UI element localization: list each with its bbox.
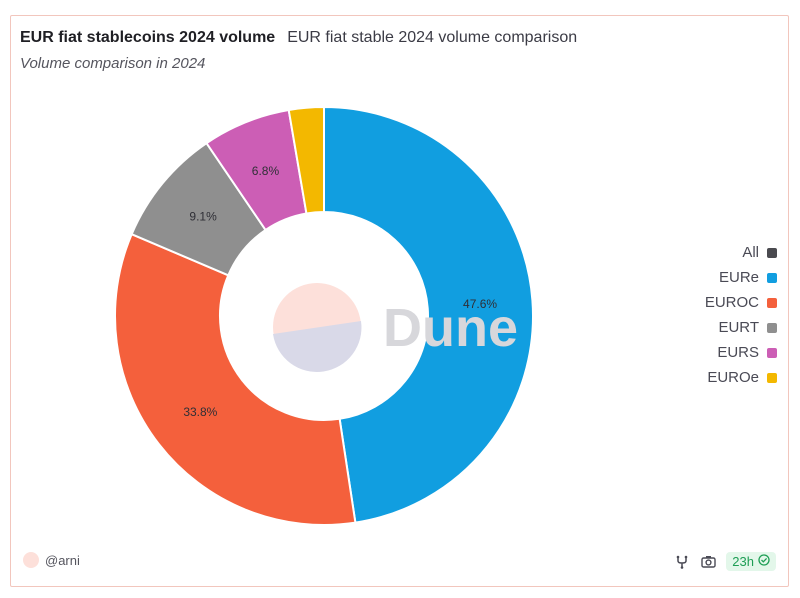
slice-euroe[interactable] (287, 105, 325, 215)
legend-swatch (767, 347, 777, 358)
legend-item-euroe[interactable]: EUROe (687, 365, 777, 390)
data-label-euroc: 33.8% (183, 405, 217, 419)
legend-label: EURe (718, 269, 759, 286)
chart-title: EUR fiat stablecoins 2024 volume (20, 29, 276, 46)
refresh-age: 23h (732, 554, 754, 569)
author-name[interactable]: @arni (45, 552, 80, 568)
chart-header: EUR fiat stablecoins 2024 volume EUR fia… (20, 29, 778, 72)
query-title: EUR fiat stable 2024 volume comparison (287, 29, 578, 46)
legend-item-eurt[interactable]: EURT (687, 315, 777, 340)
legend-swatch (767, 297, 777, 308)
check-circle-icon (758, 554, 770, 569)
legend-label: EURT (718, 319, 759, 336)
camera-icon[interactable] (700, 554, 716, 570)
dune-watermark: Dune (273, 283, 518, 372)
legend-swatch (767, 372, 777, 383)
legend-item-euroc[interactable]: EUROC (687, 290, 777, 315)
avatar (23, 552, 39, 568)
watermark-text: Dune (383, 298, 518, 358)
author[interactable]: @arni (23, 552, 80, 568)
donut-chart: Dune 47.6% 33.8% 9.1% 6.8% (114, 105, 534, 526)
chart-footer: @arni 23h (23, 552, 776, 574)
refresh-badge[interactable]: 23h (726, 552, 776, 571)
data-label-eurt: 9.1% (189, 210, 217, 224)
legend-item-all[interactable]: All (687, 240, 777, 265)
legend-label: EUROC (704, 294, 759, 311)
slices-group (114, 105, 534, 526)
chart-subtitle: Volume comparison in 2024 (20, 55, 206, 72)
legend-item-eure[interactable]: EURe (687, 265, 777, 290)
legend-swatch (767, 272, 777, 283)
chart-card: EUR fiat stablecoins 2024 volume EUR fia… (10, 15, 789, 587)
data-label-eurs: 6.8% (252, 164, 280, 178)
legend: All EURe EUROC EURT EURS EUROe (687, 240, 777, 390)
data-label-eure: 47.6% (463, 297, 497, 311)
labels-group: 47.6% 33.8% 9.1% 6.8% (183, 164, 497, 419)
slice-euroc[interactable] (114, 232, 357, 526)
legend-label: EURS (717, 344, 759, 361)
watermark-logo-bottom (273, 321, 362, 372)
legend-swatch (767, 322, 777, 333)
fork-icon[interactable] (674, 554, 690, 570)
legend-label: All (742, 244, 759, 261)
legend-swatch (767, 247, 777, 258)
slice-eure[interactable] (323, 105, 534, 524)
legend-label: EUROe (707, 369, 759, 386)
legend-item-eurs[interactable]: EURS (687, 340, 777, 365)
